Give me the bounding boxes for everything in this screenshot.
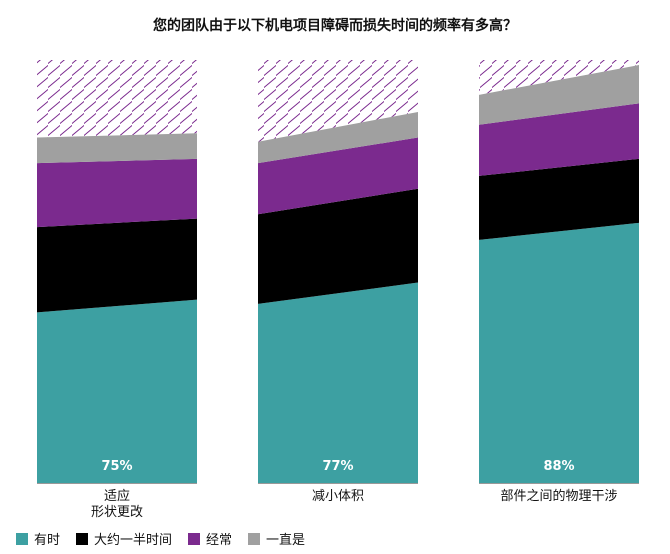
legend-swatch-1 <box>76 532 89 545</box>
area-0-series-0 <box>37 299 197 483</box>
chart-title: 您的团队由于以下机电项目障碍而损失时间的频率有多高？ <box>153 18 517 34</box>
hatch-area-2 <box>479 60 639 95</box>
area-2-series-1 <box>479 158 639 240</box>
legend-label-0: 有时 <box>34 533 61 548</box>
total-label-0: 75% <box>101 459 132 474</box>
category-label-2: 部件之间的物理干涉 <box>500 489 618 504</box>
total-label-1: 77% <box>322 459 353 474</box>
area-0-series-1 <box>37 218 197 313</box>
hatch-area-1 <box>258 60 418 142</box>
legend-label-1: 大约一半时间 <box>94 533 173 548</box>
legend-swatch-0 <box>16 532 28 545</box>
area-0-series-2 <box>37 158 197 228</box>
area-1-series-0 <box>258 282 418 483</box>
legend: 有时 大约一半时间 经常 一直是 <box>16 529 321 548</box>
legend-swatch-2 <box>188 532 201 545</box>
area-2-series-2 <box>479 103 639 176</box>
area-2-series-3 <box>479 65 639 125</box>
area-0-series-3 <box>37 133 197 164</box>
panel-1: 77% <box>258 60 418 484</box>
legend-label-2: 经常 <box>206 533 233 548</box>
area-2-series-0 <box>479 222 639 483</box>
area-1-series-2 <box>258 137 418 215</box>
legend-label-3: 一直是 <box>266 533 306 548</box>
area-1-series-3 <box>258 111 418 164</box>
hatch-area-0 <box>37 60 197 138</box>
total-label-2: 88% <box>543 459 574 474</box>
legend-swatch-3 <box>248 532 261 545</box>
legend-item-1: 大约一半时间 <box>76 529 172 548</box>
area-1-series-1 <box>258 188 418 304</box>
legend-item-2: 经常 <box>188 529 232 548</box>
legend-item-3: 一直是 <box>248 529 305 548</box>
panel-0: 75% <box>37 60 197 484</box>
category-label-1: 减小体积 <box>311 489 364 504</box>
legend-item-0: 有时 <box>16 529 60 548</box>
panel-2: 88% <box>479 60 639 484</box>
category-label-0: 适应 形状更改 <box>90 489 143 520</box>
